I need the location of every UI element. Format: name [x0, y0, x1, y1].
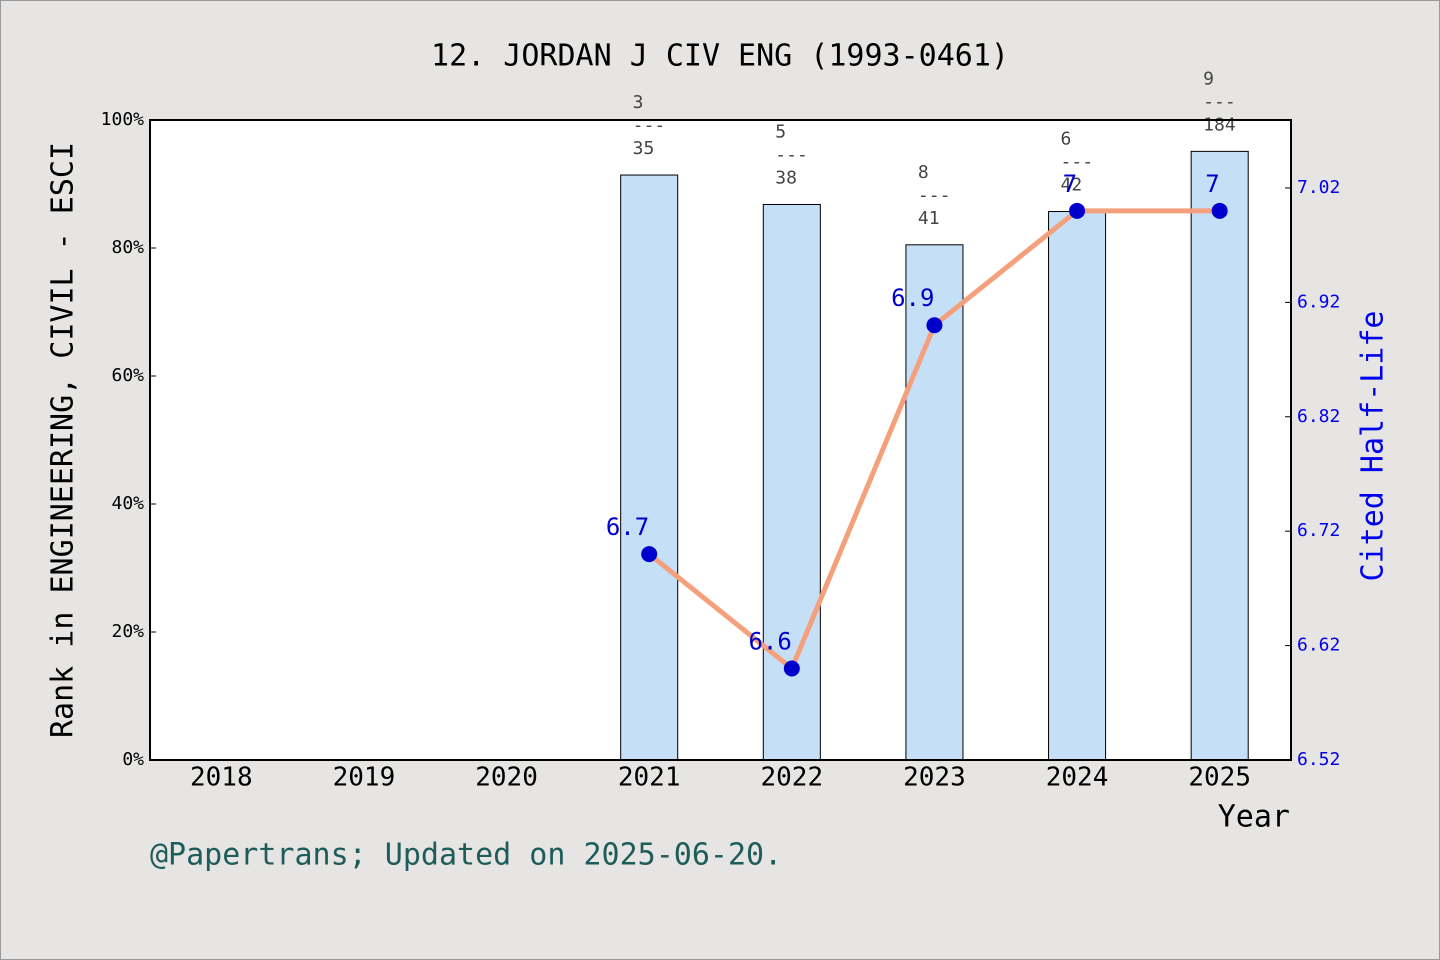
- x-axis-label: Year: [1218, 800, 1290, 835]
- bar-label: 5: [775, 121, 786, 142]
- bar-label: ---: [918, 185, 951, 206]
- x-tick-label: 2018: [190, 763, 253, 793]
- bar-label: 42: [1061, 175, 1083, 196]
- x-tick-label: 2021: [618, 763, 681, 793]
- bar: [762, 203, 821, 761]
- x-tick-label: 2024: [1046, 763, 1109, 793]
- x-tick-label: 2020: [475, 763, 538, 793]
- y2-tick-label: 6.92: [1297, 291, 1340, 312]
- point-label: 6.7: [606, 513, 649, 541]
- bar: [1190, 150, 1249, 761]
- point-label: 7: [1063, 170, 1077, 198]
- bar-label: 3: [633, 92, 644, 113]
- line-marker: [641, 546, 658, 563]
- y2-tick-label: 6.52: [1297, 749, 1340, 770]
- bar: [620, 174, 679, 761]
- line-marker: [926, 317, 943, 334]
- x-tick-label: 2023: [903, 763, 966, 793]
- y-tick-label: 0%: [122, 749, 144, 770]
- y-axis-label: Rank in ENGINEERING, CIVIL - ESCI: [46, 142, 81, 738]
- bar-label: 41: [918, 208, 940, 229]
- x-tick-label: 2022: [761, 763, 824, 793]
- y-tick-label: 80%: [111, 237, 144, 258]
- y-tick-label: 20%: [111, 621, 144, 642]
- point-label: 6.6: [748, 627, 791, 655]
- y2-tick-label: 6.72: [1297, 520, 1340, 541]
- y-tick-label: 40%: [111, 493, 144, 514]
- line-marker: [783, 660, 800, 677]
- bar-label: 9: [1203, 68, 1214, 89]
- bar-label: 8: [918, 162, 929, 183]
- y2-tick-label: 6.62: [1297, 635, 1340, 656]
- chart-title: 12. JORDAN J CIV ENG (1993-0461): [431, 39, 1009, 74]
- bar-label: 38: [775, 167, 797, 188]
- bar-label: ---: [1061, 152, 1094, 173]
- bar-label: 184: [1203, 114, 1236, 135]
- line-marker: [1069, 202, 1086, 219]
- x-tick-label: 2025: [1188, 763, 1251, 793]
- y-tick-label: 100%: [101, 109, 145, 130]
- bar-label: ---: [775, 144, 808, 165]
- y-tick-label: 60%: [111, 365, 144, 386]
- line-marker: [1211, 202, 1228, 219]
- y2-axis-label: Cited Half-Life: [1356, 311, 1391, 582]
- point-label: 7: [1205, 170, 1219, 198]
- bar-label: 6: [1061, 129, 1072, 150]
- plot-frame: [149, 119, 1292, 761]
- plot-area: [150, 120, 1291, 760]
- y2-tick-label: 7.02: [1297, 177, 1340, 198]
- bar: [1048, 211, 1107, 761]
- footer: @Papertrans; Updated on 2025-06-20.: [150, 838, 782, 873]
- y2-tick-label: 6.82: [1297, 406, 1340, 427]
- bar-label: 35: [633, 138, 655, 159]
- bar-label: ---: [633, 115, 666, 136]
- x-tick-label: 2019: [333, 763, 396, 793]
- point-label: 6.9: [891, 284, 934, 312]
- bar-label: ---: [1203, 91, 1236, 112]
